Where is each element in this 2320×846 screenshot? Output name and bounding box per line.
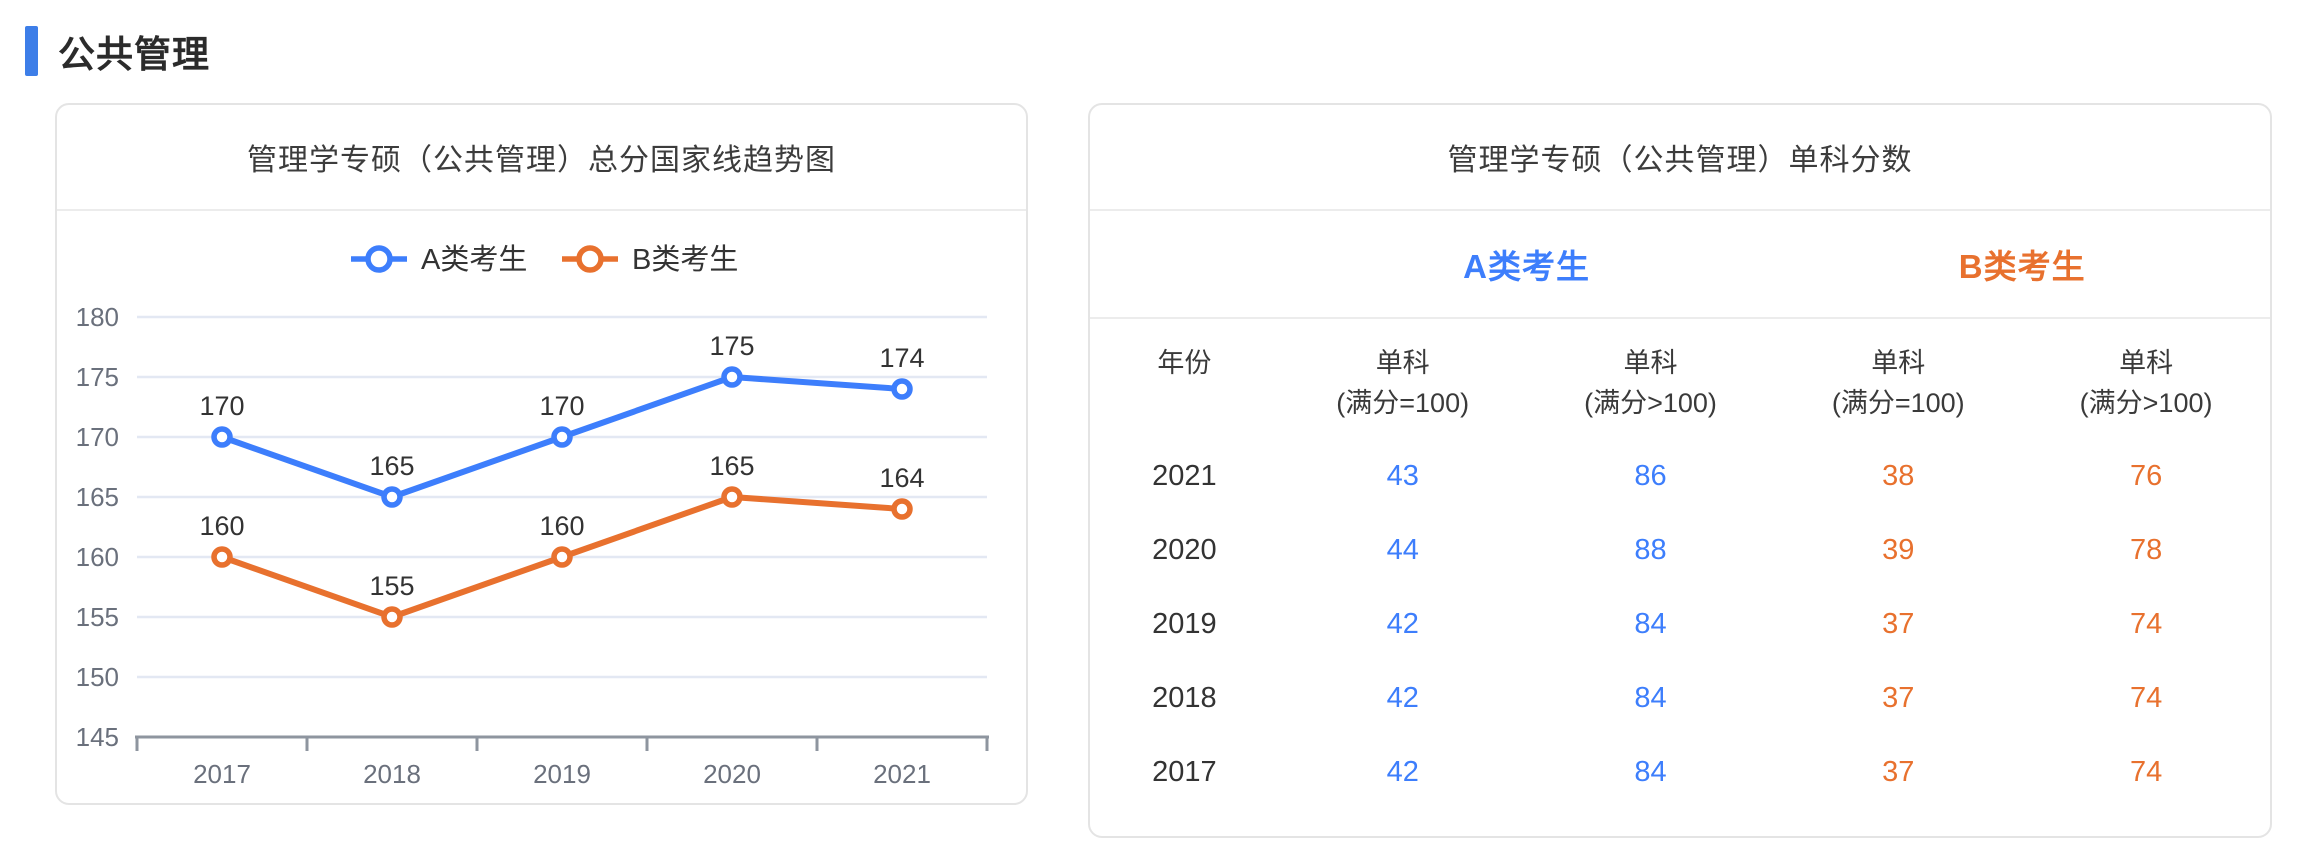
table-row: 2020 44 88 39 78 xyxy=(1090,513,2270,587)
legend-item-a[interactable]: A类考生 xyxy=(351,243,527,276)
subject-header-line2: (满分=100) xyxy=(1336,388,1470,418)
data-point-label: 170 xyxy=(539,391,584,421)
data-point-label: 174 xyxy=(879,343,924,373)
subject-header-line1: 单科 xyxy=(2119,348,2174,378)
data-point-label: 170 xyxy=(199,391,244,421)
table-row: 2021 43 86 38 76 xyxy=(1090,439,2270,513)
y-axis-tick-label: 165 xyxy=(76,482,119,512)
score-cell: 44 xyxy=(1386,533,1419,566)
score-cell: 37 xyxy=(1882,755,1915,788)
data-point-label: 165 xyxy=(709,451,754,481)
table-row: 2019 42 84 37 74 xyxy=(1090,587,2270,661)
scores-table-title: 管理学专硕（公共管理）单科分数 xyxy=(1090,105,2270,211)
score-cell: 78 xyxy=(2129,533,2163,566)
data-point-marker xyxy=(891,498,913,520)
y-axis-tick-label: 145 xyxy=(76,722,119,752)
legend-label: A类考生 xyxy=(421,243,527,276)
data-point-label: 164 xyxy=(879,463,924,493)
trend-chart-body: 145 150 155 160 165 170 175 180 2017 2018 2019 2020… xyxy=(57,211,1026,803)
trend-chart-svg: 145 150 155 160 165 170 175 180 2017 2018 2019 2020… xyxy=(76,243,989,789)
data-point-marker xyxy=(551,546,573,568)
section-title: 公共管理 xyxy=(58,34,210,75)
table-row: 2017 42 84 37 74 xyxy=(1090,735,2270,809)
subject-column-header: 单科 (满分=100) xyxy=(1279,343,1527,423)
year-cell: 2018 xyxy=(1152,681,1217,714)
data-point-label: 155 xyxy=(369,571,414,601)
trend-chart-title: 管理学专硕（公共管理）总分国家线趋势图 xyxy=(57,105,1026,211)
y-axis-tick-label: 150 xyxy=(76,662,119,692)
year-cell: 2017 xyxy=(1152,755,1217,788)
x-axis-tick-label: 2018 xyxy=(363,759,421,789)
score-cell: 84 xyxy=(1634,755,1667,788)
subject-header-line1: 单科 xyxy=(1375,348,1430,378)
data-point-marker xyxy=(891,378,913,400)
x-axis-tick-label: 2017 xyxy=(193,759,251,789)
subject-column-header: 单科 (满分=100) xyxy=(1774,343,2022,423)
data-point-marker xyxy=(551,426,573,448)
data-point-label: 160 xyxy=(539,511,584,541)
legend-marker-circle xyxy=(365,245,393,273)
score-cell: 74 xyxy=(2129,681,2163,714)
subject-header-line2: (满分=100) xyxy=(1831,388,1965,418)
year-cell: 2021 xyxy=(1152,459,1217,492)
score-cell: 84 xyxy=(1634,607,1667,640)
table-row: 2018 42 84 37 74 xyxy=(1090,661,2270,735)
score-cell: 86 xyxy=(1634,459,1667,492)
subject-column-header: 单科 (满分>100) xyxy=(1527,343,1775,423)
data-point-marker xyxy=(381,486,403,508)
data-point-marker xyxy=(721,486,743,508)
subject-column-header: 单科 (满分>100) xyxy=(2022,343,2270,423)
score-cell: 88 xyxy=(1634,533,1667,566)
score-cell: 42 xyxy=(1386,755,1419,788)
subject-header-line1: 单科 xyxy=(1871,348,1926,378)
legend-item-b[interactable]: B类考生 xyxy=(562,243,738,276)
legend-label: B类考生 xyxy=(632,243,738,276)
table-group-header-row: A类考生 B类考生 xyxy=(1090,211,2270,319)
data-point-marker xyxy=(721,366,743,388)
x-axis-tick-label: 2021 xyxy=(873,759,931,789)
x-axis-tick-label: 2019 xyxy=(533,759,591,789)
section-header: 公共管理 xyxy=(25,24,210,78)
y-axis-tick-label: 175 xyxy=(76,362,119,392)
group-header-a: A类考生 xyxy=(1463,248,1591,285)
legend-marker-circle xyxy=(576,245,604,273)
score-cell: 74 xyxy=(2129,607,2163,640)
score-cell: 74 xyxy=(2129,755,2163,788)
y-axis-tick-label: 155 xyxy=(76,602,119,632)
score-cell: 43 xyxy=(1386,459,1419,492)
x-axis-tick-label: 2020 xyxy=(703,759,761,789)
year-cell: 2019 xyxy=(1152,607,1217,640)
subject-header-line2: (满分>100) xyxy=(1584,388,1717,418)
data-point-label: 165 xyxy=(369,451,414,481)
scores-table-card: 管理学专硕（公共管理）单科分数 A类考生 B类考生 年份 单科 (满分=100) 单科… xyxy=(1088,103,2272,838)
table-header-row: 年份 单科 (满分=100) 单科 (满分>100) 单科 (满分=100) 单科 (满分>10… xyxy=(1090,319,2270,439)
score-cell: 42 xyxy=(1386,607,1419,640)
score-cell: 37 xyxy=(1882,607,1915,640)
score-cell: 37 xyxy=(1882,681,1915,714)
score-cell: 76 xyxy=(2129,459,2163,492)
subject-header-line2: (满分>100) xyxy=(2079,388,2213,418)
data-point-marker xyxy=(381,606,403,628)
year-column-header: 年份 xyxy=(1157,348,1212,378)
score-cell: 39 xyxy=(1882,533,1915,566)
scores-table-body: 年份 单科 (满分=100) 单科 (满分>100) 单科 (满分=100) 单科 (满分>10… xyxy=(1090,319,2270,836)
data-point-label: 175 xyxy=(709,331,754,361)
score-cell: 38 xyxy=(1882,459,1915,492)
score-cell: 84 xyxy=(1634,681,1667,714)
section-marker-bar xyxy=(25,26,38,76)
subject-header-line1: 单科 xyxy=(1623,348,1678,378)
trend-chart-card: 管理学专硕（公共管理）总分国家线趋势图 145 150 155 160 165 170 17… xyxy=(55,103,1028,805)
year-cell: 2020 xyxy=(1152,533,1217,566)
score-cell: 42 xyxy=(1386,681,1419,714)
group-header-b: B类考生 xyxy=(1958,248,2086,285)
data-point-label: 160 xyxy=(199,511,244,541)
y-axis-tick-label: 170 xyxy=(76,422,119,452)
data-point-marker xyxy=(211,426,233,448)
data-point-marker xyxy=(211,546,233,568)
y-axis-tick-label: 160 xyxy=(76,542,119,572)
y-axis-tick-label: 180 xyxy=(76,302,119,332)
